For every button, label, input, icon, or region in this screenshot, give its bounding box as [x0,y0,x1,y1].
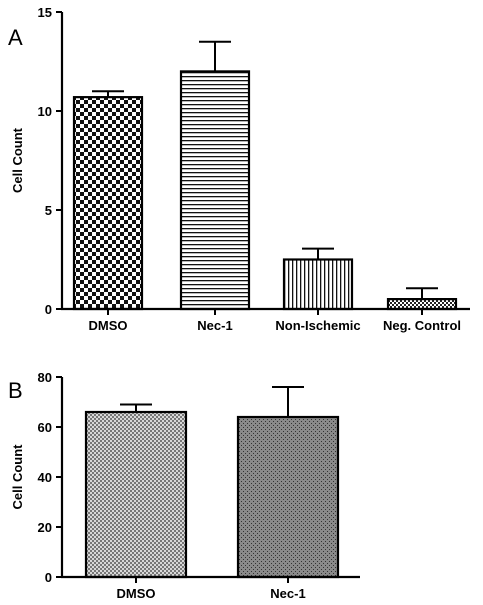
y-tick-label: 40 [38,470,52,485]
y-tick-label: 10 [38,104,52,119]
category-label: Neg. Control [383,318,461,333]
category-label: DMSO [117,586,156,601]
bar-neg-control [386,298,458,311]
bar-dmso [84,410,188,579]
y-tick-label: 20 [38,520,52,535]
y-tick-label: 5 [45,203,52,218]
category-label: DMSO [89,318,128,333]
panel-a: A Cell Count DMSO Nec-1 Non-Ischemic Neg. Con… [8,5,470,333]
y-axis-title: Cell Count [10,444,25,510]
category-label: Non-Ischemic [275,318,360,333]
y-tick-label: 80 [38,370,52,385]
y-tick-label: 0 [45,570,52,585]
bar-non-ischemic [282,258,354,311]
bar-nec-1 [179,70,251,311]
bar-dmso [72,96,144,311]
panel-letter: B [8,378,23,403]
y-tick-label: 15 [38,5,52,20]
y-tick-label: 0 [45,302,52,317]
panel-letter: A [8,25,23,50]
bar-nec-1 [236,415,340,579]
y-tick-label: 60 [38,420,52,435]
category-label: Nec-1 [270,586,305,601]
panel-b: B Cell Count DMSO Nec-1 0 20 40 60 80 [8,370,360,601]
category-label: Nec-1 [197,318,232,333]
y-axis-title: Cell Count [10,127,25,193]
